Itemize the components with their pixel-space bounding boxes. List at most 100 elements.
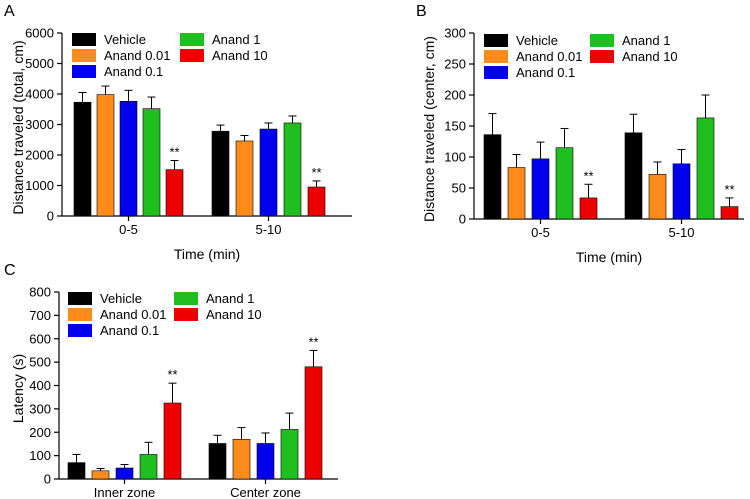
y-tick-label: 200 (29, 425, 51, 440)
bar-anand-0-01 (507, 167, 526, 220)
legend-label: Anand 0.01 (100, 307, 167, 322)
y-tick-label: 400 (29, 378, 51, 393)
bar-anand-0-1 (119, 101, 138, 217)
x-tick-label: 5-10 (668, 225, 694, 240)
legend-label: Anand 10 (212, 48, 268, 63)
bar-anand-10 (304, 366, 323, 480)
legend-swatch (68, 308, 92, 321)
y-tick-label: 300 (444, 26, 466, 41)
y-tick-label: 2000 (25, 148, 54, 163)
bar-anand-1 (280, 429, 299, 480)
significance-marker: ** (311, 165, 321, 180)
chart-panel-B: B 0 50 100 150 200 250 300 Distance traveled (ce… (416, 3, 744, 265)
y-tick-label: 800 (29, 285, 51, 300)
legend-swatch (68, 324, 92, 337)
bar-vehicle (73, 101, 92, 217)
y-tick-label: 100 (444, 150, 466, 165)
y-tick-label: 300 (29, 401, 51, 416)
legend-label: Anand 10 (622, 49, 678, 64)
legend-label: Anand 0.01 (516, 49, 583, 64)
legend-swatch (590, 50, 614, 63)
legend-label: Anand 1 (206, 291, 254, 306)
y-tick-label: 50 (452, 181, 466, 196)
bar-anand-0-01 (96, 94, 115, 217)
legend-swatch (72, 65, 96, 78)
legend-swatch (174, 308, 198, 321)
significance-marker: ** (724, 182, 734, 197)
bar-anand-0-1 (531, 158, 550, 220)
legend-label: Anand 0.01 (104, 48, 171, 63)
y-tick-label: 200 (444, 88, 466, 103)
y-tick-label: 0 (459, 212, 466, 227)
legend-label: Vehicle (516, 33, 558, 48)
significance-marker: ** (169, 144, 179, 159)
chart-panel-C: C 0 100 200 300 400 500 600 700 800 Latency (s) ** I… (4, 262, 338, 499)
significance-marker: ** (583, 168, 593, 183)
legend-label: Anand 0.1 (100, 323, 159, 338)
bar-vehicle (624, 132, 643, 220)
legend-label: Anand 0.1 (516, 65, 575, 80)
legend-swatch (590, 34, 614, 47)
y-tick-label: 5000 (25, 56, 54, 71)
x-tick-label: Center zone (230, 485, 301, 499)
y-tick-label: 1000 (25, 178, 54, 193)
bar-anand-0-01 (232, 438, 251, 480)
legend-swatch (174, 292, 198, 305)
y-tick-label: 600 (29, 331, 51, 346)
x-tick-label: 0-5 (119, 222, 138, 237)
bar-anand-0-01 (648, 174, 667, 220)
legend-label: Anand 10 (206, 307, 262, 322)
bar-anand-10 (579, 197, 598, 220)
bar-anand-0-1 (256, 443, 275, 480)
x-axis-title: Time (min) (174, 246, 240, 262)
y-tick-label: 3000 (25, 117, 54, 132)
y-tick-label: 100 (29, 448, 51, 463)
legend-label: Anand 1 (212, 32, 260, 47)
bar-anand-1 (696, 117, 715, 220)
y-tick-label: 150 (444, 119, 466, 134)
legend-swatch (484, 34, 508, 47)
legend-swatch (72, 33, 96, 46)
y-tick-label: 0 (47, 209, 54, 224)
bar-anand-10 (720, 206, 739, 220)
y-tick-label: 250 (444, 57, 466, 72)
y-axis-title: Distance traveled (center, cm) (421, 36, 437, 222)
bar-anand-1 (555, 147, 574, 220)
bar-vehicle (208, 443, 227, 480)
bar-anand-10 (165, 169, 184, 217)
significance-marker: ** (308, 334, 318, 349)
y-tick-label: 0 (44, 472, 51, 487)
bar-anand-1 (142, 108, 161, 217)
legend-label: Anand 0.1 (104, 64, 163, 79)
bar-anand-0-01 (235, 140, 254, 217)
y-tick-label: 6000 (25, 26, 54, 41)
legend-swatch (180, 33, 204, 46)
legend-swatch (484, 50, 508, 63)
legend-label: Vehicle (104, 32, 146, 47)
y-tick-label: 700 (29, 308, 51, 323)
bar-anand-10 (307, 186, 326, 217)
bar-anand-1 (139, 454, 158, 480)
bar-anand-0-1 (259, 128, 278, 217)
y-tick-label: 500 (29, 355, 51, 370)
legend-label: Vehicle (100, 291, 142, 306)
bar-anand-0-1 (115, 467, 134, 480)
bar-vehicle (67, 462, 86, 480)
legend-swatch (484, 66, 508, 79)
y-axis-title: Distance traveled (total, cm) (10, 40, 26, 214)
bar-vehicle (211, 130, 230, 217)
x-tick-label: 0-5 (531, 225, 550, 240)
panel-letter: A (4, 3, 15, 20)
bar-anand-10 (163, 402, 182, 480)
y-axis-title: Latency (s) (10, 354, 26, 423)
legend-swatch (72, 49, 96, 62)
legend-swatch (180, 49, 204, 62)
panel-letter: B (416, 3, 427, 20)
bar-vehicle (483, 134, 502, 220)
x-tick-label: Inner zone (94, 485, 155, 499)
x-tick-label: 5-10 (255, 222, 281, 237)
bar-anand-1 (283, 122, 302, 217)
x-axis-title: Time (min) (576, 249, 642, 265)
legend-swatch (68, 292, 92, 305)
